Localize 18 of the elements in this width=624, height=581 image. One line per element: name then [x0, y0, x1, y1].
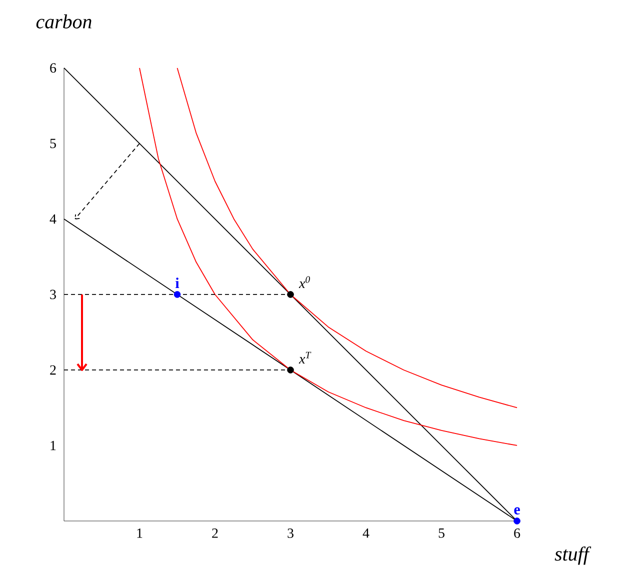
x-tick-label: 6 — [514, 528, 520, 538]
x-tick-label: 3 — [288, 528, 294, 538]
x-axis-title: stuff — [554, 546, 592, 565]
series-label: x$^{T}$ — [298, 352, 312, 364]
series-label: x$^{0}$ — [298, 276, 310, 288]
x-tick-label: 5 — [438, 528, 444, 538]
y-tick-label: 6 — [50, 63, 56, 73]
x-tick-label: 4 — [362, 528, 370, 538]
x-tick-label: 1 — [137, 528, 142, 538]
y-axis-title: carbon — [36, 14, 92, 28]
y-tick-label: 4 — [50, 214, 56, 224]
y-tick-label: 5 — [50, 138, 56, 148]
y-tick-label: 1 — [50, 440, 56, 450]
y-tick-label: 2 — [50, 365, 56, 375]
series-label: e — [514, 507, 520, 514]
y-tick-label: 3 — [50, 290, 56, 300]
x-tick-label: 2 — [212, 528, 218, 538]
series-label: i — [176, 278, 180, 288]
